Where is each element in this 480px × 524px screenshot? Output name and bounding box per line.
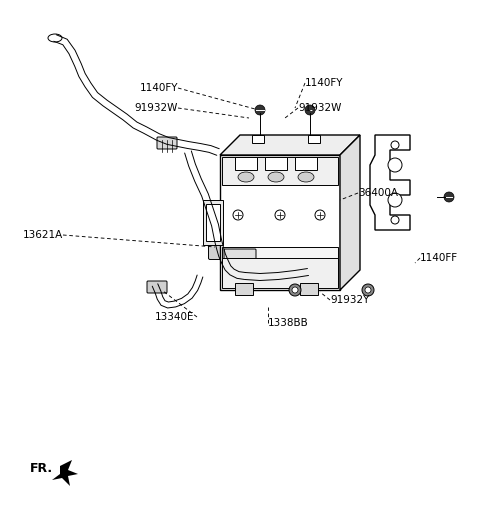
FancyBboxPatch shape [203, 200, 223, 245]
Circle shape [365, 287, 371, 293]
FancyBboxPatch shape [308, 135, 320, 143]
Circle shape [388, 193, 402, 207]
Polygon shape [370, 135, 410, 230]
Circle shape [315, 210, 325, 220]
FancyBboxPatch shape [265, 157, 287, 170]
FancyBboxPatch shape [222, 258, 338, 288]
Circle shape [388, 158, 402, 172]
Text: 13340E: 13340E [155, 312, 194, 322]
Text: 91932Y: 91932Y [330, 295, 370, 305]
Circle shape [391, 216, 399, 224]
Ellipse shape [268, 172, 284, 182]
Polygon shape [220, 135, 360, 155]
Ellipse shape [48, 34, 62, 42]
Text: 36400A: 36400A [358, 188, 398, 198]
Circle shape [289, 284, 301, 296]
FancyBboxPatch shape [300, 283, 318, 295]
FancyBboxPatch shape [235, 283, 253, 295]
Circle shape [233, 210, 243, 220]
FancyBboxPatch shape [295, 157, 317, 170]
Circle shape [275, 210, 285, 220]
Polygon shape [340, 135, 360, 290]
Text: 91932W: 91932W [134, 103, 178, 113]
Circle shape [444, 192, 454, 202]
FancyBboxPatch shape [222, 157, 338, 185]
Text: 1140FY: 1140FY [305, 78, 344, 88]
Text: 91932W: 91932W [298, 103, 341, 113]
Text: 1140FY: 1140FY [140, 83, 178, 93]
Circle shape [391, 141, 399, 149]
Ellipse shape [238, 172, 254, 182]
Text: 1338BB: 1338BB [268, 318, 309, 328]
Circle shape [292, 287, 298, 293]
FancyBboxPatch shape [224, 249, 256, 271]
FancyBboxPatch shape [252, 135, 264, 143]
Text: 13621A: 13621A [23, 230, 63, 240]
FancyBboxPatch shape [157, 137, 177, 149]
Ellipse shape [298, 172, 314, 182]
Text: 1140FF: 1140FF [420, 253, 458, 263]
Polygon shape [52, 460, 78, 486]
Circle shape [362, 284, 374, 296]
FancyBboxPatch shape [222, 247, 338, 285]
Circle shape [255, 105, 265, 115]
Circle shape [305, 105, 315, 115]
Polygon shape [220, 155, 340, 290]
FancyBboxPatch shape [235, 157, 257, 170]
Text: FR.: FR. [30, 462, 53, 475]
FancyBboxPatch shape [206, 204, 220, 241]
FancyBboxPatch shape [147, 281, 167, 293]
FancyBboxPatch shape [208, 245, 231, 259]
